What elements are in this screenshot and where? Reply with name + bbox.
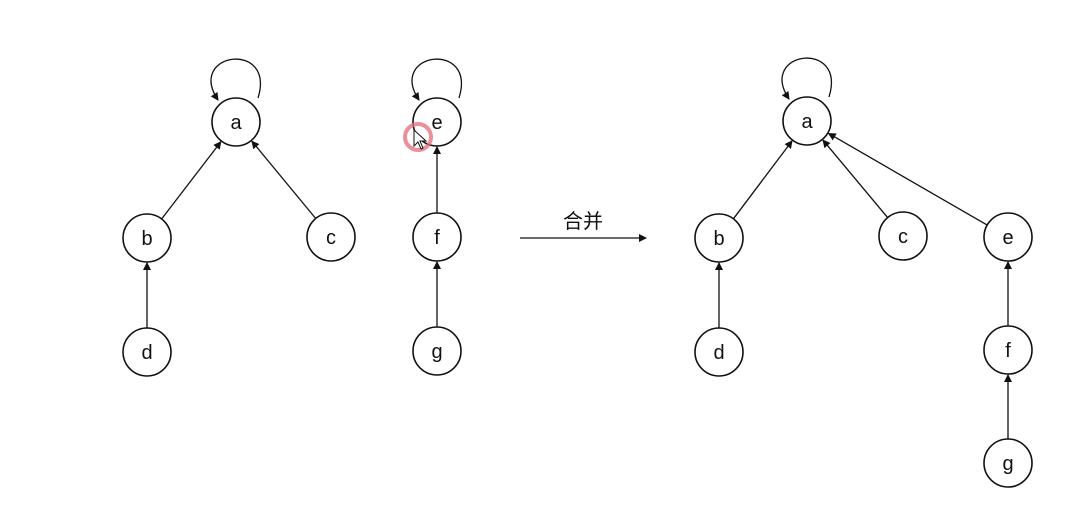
left_tree-edge-b-to-a bbox=[161, 141, 222, 220]
middle_tree-node-f-label: f bbox=[434, 227, 440, 249]
result_tree-node-b-label: b bbox=[713, 228, 724, 250]
mouse-pointer-icon bbox=[413, 128, 428, 150]
middle_tree-node-g-label: g bbox=[431, 341, 442, 363]
result_tree-node-g-label: g bbox=[1002, 453, 1013, 475]
result_tree-node-c-label: c bbox=[898, 226, 908, 248]
middle_tree-node-f: f bbox=[412, 212, 462, 262]
middle_tree-node-g: g bbox=[412, 326, 462, 376]
left_tree-node-a-label: a bbox=[230, 112, 242, 134]
result_tree-node-f-label: f bbox=[1005, 340, 1011, 362]
result_tree-edge-c-to-a bbox=[822, 139, 889, 218]
middle_tree-self-loop-e bbox=[411, 58, 462, 101]
result_tree-node-e: e bbox=[983, 212, 1033, 262]
result_tree-node-c: c bbox=[878, 211, 928, 261]
result_tree-node-f-circle bbox=[983, 325, 1033, 375]
nodes-layer: a b c d e f g a b c e d f g bbox=[122, 96, 1033, 488]
result_tree-node-c-circle bbox=[878, 211, 928, 261]
result_tree-edge-b-to-a bbox=[732, 140, 793, 220]
result_tree-node-g-circle bbox=[983, 438, 1033, 488]
result_tree-node-a-label: a bbox=[801, 111, 813, 133]
left_tree-node-d-circle bbox=[122, 327, 172, 377]
result_tree-node-d-label: d bbox=[713, 342, 724, 364]
left_tree-node-b-circle bbox=[122, 213, 172, 263]
result_tree-node-a-circle bbox=[782, 96, 832, 146]
result_tree-node-d: d bbox=[694, 327, 744, 377]
result_tree-node-b: b bbox=[694, 213, 744, 263]
middle_tree-node-e-label: e bbox=[431, 112, 442, 134]
merge-arrow-label: 合并 bbox=[563, 210, 603, 233]
left_tree-node-b: b bbox=[122, 213, 172, 263]
middle_tree-node-e: e bbox=[412, 97, 462, 147]
left_tree-edge-c-to-a bbox=[251, 140, 317, 219]
edges-layer bbox=[143, 57, 1012, 439]
decor-layer: 合并 bbox=[403, 122, 647, 242]
result_tree-edge-e-to-a bbox=[827, 132, 988, 226]
left_tree-node-c-circle bbox=[306, 212, 356, 262]
result_tree-node-b-circle bbox=[694, 213, 744, 263]
result_tree-node-f: f bbox=[983, 325, 1033, 375]
result_tree-node-e-circle bbox=[983, 212, 1033, 262]
left_tree-self-loop-a bbox=[210, 58, 261, 101]
left_tree-node-c: c bbox=[306, 212, 356, 262]
middle_tree-node-g-circle bbox=[412, 326, 462, 376]
left_tree-node-d: d bbox=[122, 327, 172, 377]
cursor-highlight-ring bbox=[403, 122, 433, 152]
result_tree-node-d-circle bbox=[694, 327, 744, 377]
left_tree-node-c-label: c bbox=[326, 227, 336, 249]
left_tree-node-d-label: d bbox=[141, 342, 152, 364]
result_tree-node-g: g bbox=[983, 438, 1033, 488]
result_tree-node-a: a bbox=[782, 96, 832, 146]
result_tree-node-e-label: e bbox=[1002, 227, 1013, 249]
left_tree-node-a-circle bbox=[211, 97, 261, 147]
left_tree-node-a: a bbox=[211, 97, 261, 147]
middle_tree-node-f-circle bbox=[412, 212, 462, 262]
left_tree-node-b-label: b bbox=[141, 228, 152, 250]
middle_tree-node-e-circle bbox=[412, 97, 462, 147]
result_tree-self-loop-a bbox=[781, 57, 832, 100]
